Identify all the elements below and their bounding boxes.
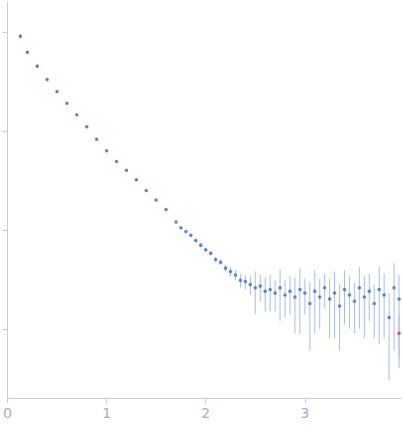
- svg-text:1: 1: [102, 405, 111, 421]
- svg-text:2: 2: [201, 405, 210, 421]
- svg-text:3: 3: [300, 405, 309, 421]
- svg-text:0: 0: [3, 405, 12, 421]
